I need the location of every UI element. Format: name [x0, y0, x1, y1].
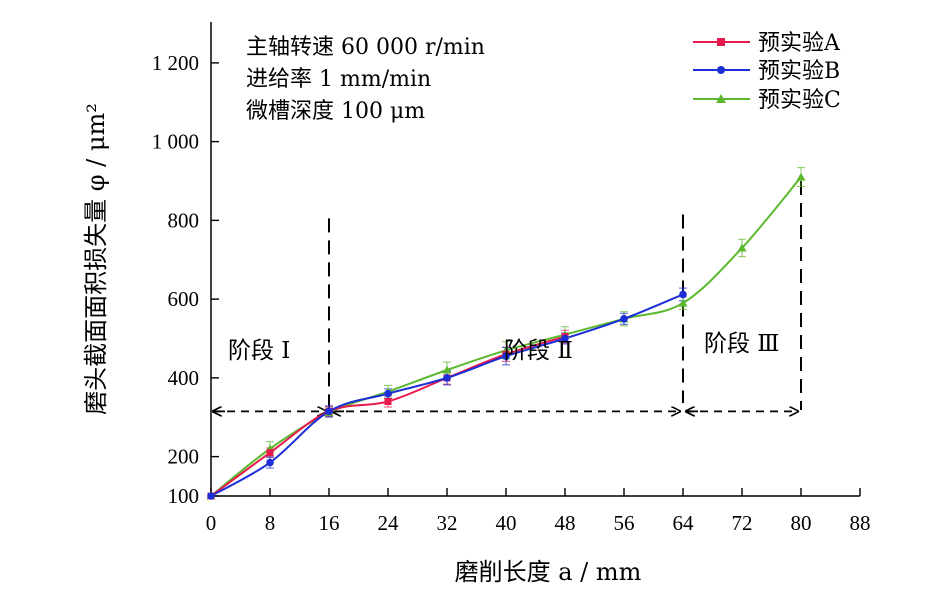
stage-label-2: 阶段 Ⅱ	[504, 338, 573, 364]
legend-marker-b	[717, 66, 725, 74]
data-point-b-32	[443, 374, 451, 382]
x-tick-label-0: 0	[206, 511, 217, 535]
legend-item-c: 预实验C	[693, 88, 841, 113]
data-point-b-64	[679, 290, 687, 299]
series-line-b	[210, 293, 684, 497]
data-point-c-32	[442, 365, 452, 374]
x-tick-label-64: 64	[673, 511, 695, 535]
data-point-c-72	[737, 243, 747, 252]
x-tick-label-24: 24	[378, 511, 400, 535]
y-tick-label-600: 600	[168, 287, 200, 311]
data-point-c-80	[796, 172, 806, 181]
x-tick-label-48: 48	[555, 511, 576, 535]
data-point-b-16	[325, 407, 333, 416]
legend-marker-a	[717, 38, 725, 46]
data-point-b-24	[384, 389, 392, 398]
data-point-b-40	[502, 352, 510, 361]
legend-item-b: 预实验B	[693, 59, 840, 84]
data-point-c-64	[678, 298, 688, 307]
x-axis-title: 磨削长度 a / mm	[455, 558, 642, 586]
data-point-b-56	[620, 315, 628, 323]
data-point-a-24	[384, 398, 392, 405]
data-point-a-8	[266, 449, 274, 457]
legend-item-a: 预实验A	[693, 31, 841, 56]
x-tick-label-16: 16	[319, 511, 340, 535]
annotation-spindle-speed: 主轴转速 60 000 r/min	[246, 35, 485, 60]
x-tick-label-8: 8	[265, 511, 276, 535]
annotation-feed-rate: 进给率 1 mm/min	[246, 67, 431, 92]
x-tick-label-88: 88	[850, 511, 871, 535]
y-tick-label-200: 200	[168, 445, 200, 469]
y-axis-title: 磨头截面面积损失量 φ / μm²	[82, 103, 110, 415]
stage-label-1: 阶段 Ⅰ	[228, 338, 290, 364]
x-tick-label-72: 72	[732, 511, 753, 535]
y-tick-label-100: 100	[168, 484, 200, 508]
legend-label-a: 预实验A	[758, 31, 841, 56]
annotation-groove-depth: 微槽深度 100 μm	[246, 99, 425, 124]
x-tick-label-80: 80	[791, 511, 812, 535]
y-tick-label-1000: 1 000	[152, 130, 199, 154]
data-point-b-0	[207, 492, 215, 500]
x-tick-label-56: 56	[614, 511, 635, 535]
data-point-b-8	[266, 458, 274, 467]
x-tick-label-32: 32	[437, 511, 458, 535]
stage-label-3: 阶段 Ⅲ	[704, 331, 780, 357]
legend-label-c: 预实验C	[758, 88, 841, 113]
data-point-b-48	[561, 334, 569, 343]
y-tick-label-800: 800	[168, 208, 200, 232]
legend-label-b: 预实验B	[758, 59, 840, 84]
y-tick-label-400: 400	[168, 366, 200, 390]
legend: 预实验A 预实验B 预实验C	[693, 31, 841, 113]
y-tick-label-1200: 1 200	[152, 51, 199, 75]
legend-marker-c	[716, 94, 726, 103]
x-tick-label-40: 40	[496, 511, 517, 535]
